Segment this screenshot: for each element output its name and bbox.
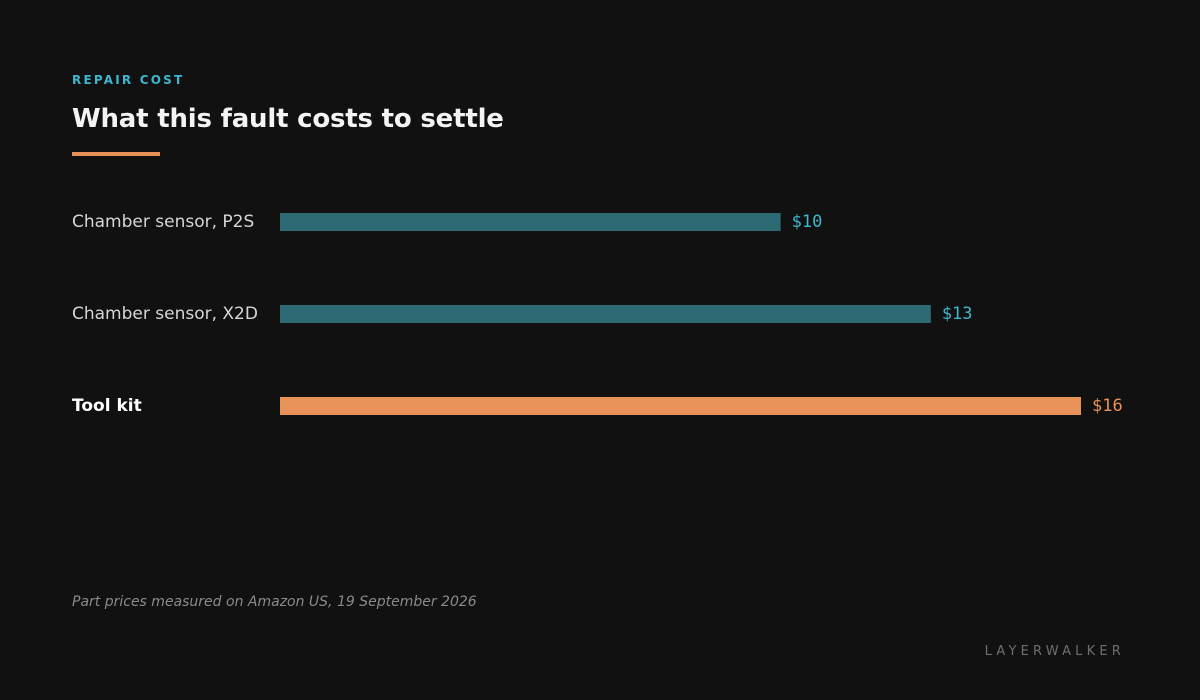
value-label: $13 bbox=[942, 304, 973, 324]
brand-wordmark: LAYERWALKER bbox=[984, 644, 1125, 659]
bar bbox=[280, 397, 1081, 415]
source-footnote: Part prices measured on Amazon US, 19 Se… bbox=[72, 594, 477, 610]
chart-title: What this fault costs to settle bbox=[72, 104, 504, 134]
chart-eyebrow: REPAIR COST bbox=[72, 73, 185, 87]
value-label: $16 bbox=[1092, 396, 1123, 416]
value-label: $10 bbox=[792, 212, 823, 232]
category-label: Chamber sensor, P2S bbox=[72, 212, 254, 232]
bar bbox=[280, 213, 781, 231]
title-accent-rule bbox=[72, 152, 160, 156]
category-label: Tool kit bbox=[72, 396, 142, 416]
category-label: Chamber sensor, X2D bbox=[72, 304, 258, 324]
bar bbox=[280, 305, 931, 323]
